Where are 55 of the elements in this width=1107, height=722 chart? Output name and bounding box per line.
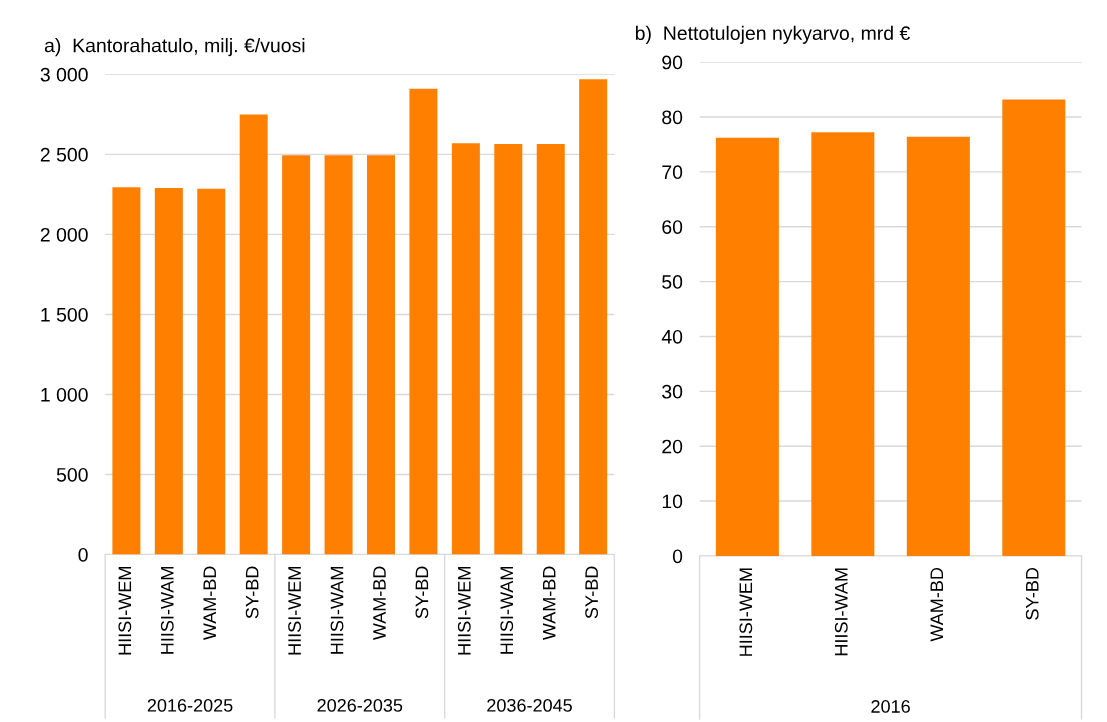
text: 2016-2025	[147, 698, 233, 712]
bar	[906, 136, 970, 556]
y-tick-label: 40	[661, 329, 683, 344]
bar	[154, 188, 183, 555]
y-tick-label: 0	[672, 549, 683, 564]
bar	[1002, 99, 1066, 556]
x-tick-label: SY-BD	[1025, 567, 1039, 620]
bar	[811, 132, 875, 556]
y-tick-label: 90	[662, 55, 683, 70]
x-tick-label: HIISI-WEM	[739, 568, 753, 656]
y-tick-label: 2 000	[40, 227, 88, 242]
bar	[409, 88, 438, 555]
bar	[324, 155, 353, 555]
bar	[536, 143, 565, 555]
text: 2016	[871, 700, 910, 713]
x-tick-label: HIISI-WAM	[330, 567, 344, 654]
bar	[494, 143, 523, 555]
text: 2026-2035	[317, 698, 403, 712]
y-tick-label: 0	[78, 547, 88, 562]
chart-title: b) Nettotulojen nykyarvo, mrd €	[635, 25, 911, 44]
bar	[366, 155, 395, 555]
y-tick-label: 500	[56, 467, 88, 482]
x-tick-label: HIISI-WEM	[118, 567, 132, 655]
x-tick-label: WAM-BD	[203, 566, 216, 641]
y-tick-label: 80	[662, 110, 683, 125]
chart-title: a) Kantorahatulo, milj. €/vuosi	[44, 38, 305, 57]
bar	[715, 137, 779, 556]
x-tick-label: HIISI-WAM	[160, 567, 174, 654]
y-tick-label: 30	[662, 384, 683, 399]
bar	[112, 187, 141, 555]
x-tick-label: HIISI-WAM	[500, 567, 514, 654]
x-tick-label: WAM-BD	[542, 566, 556, 641]
x-tick-label: WAM-BD	[373, 566, 386, 641]
y-tick-label: 60	[662, 220, 683, 234]
y-tick-label: 50	[662, 275, 683, 289]
y-tick-label: 1 500	[41, 307, 88, 322]
y-tick-label: 3 000	[40, 67, 88, 82]
y-tick-label: 70	[662, 165, 683, 180]
bar	[451, 143, 480, 555]
x-tick-label: SY-BD	[245, 566, 259, 619]
bar	[282, 155, 311, 555]
y-tick-label: 2 500	[40, 147, 88, 162]
x-tick-label: HIISI-WAM	[834, 568, 848, 656]
x-tick-label: SY-BD	[585, 566, 599, 619]
y-tick-label: 20	[662, 439, 683, 454]
bar	[239, 114, 268, 555]
text: 2036-2045	[487, 698, 572, 712]
x-tick-label: HIISI-WEM	[288, 567, 301, 655]
bar	[197, 188, 226, 555]
x-tick-label: WAM-BD	[930, 567, 943, 642]
y-tick-label: 1 000	[41, 387, 88, 402]
bar	[579, 79, 608, 555]
x-tick-label: HIISI-WEM	[457, 567, 471, 655]
x-tick-label: SY-BD	[415, 566, 429, 619]
y-tick-label: 10	[662, 494, 683, 509]
